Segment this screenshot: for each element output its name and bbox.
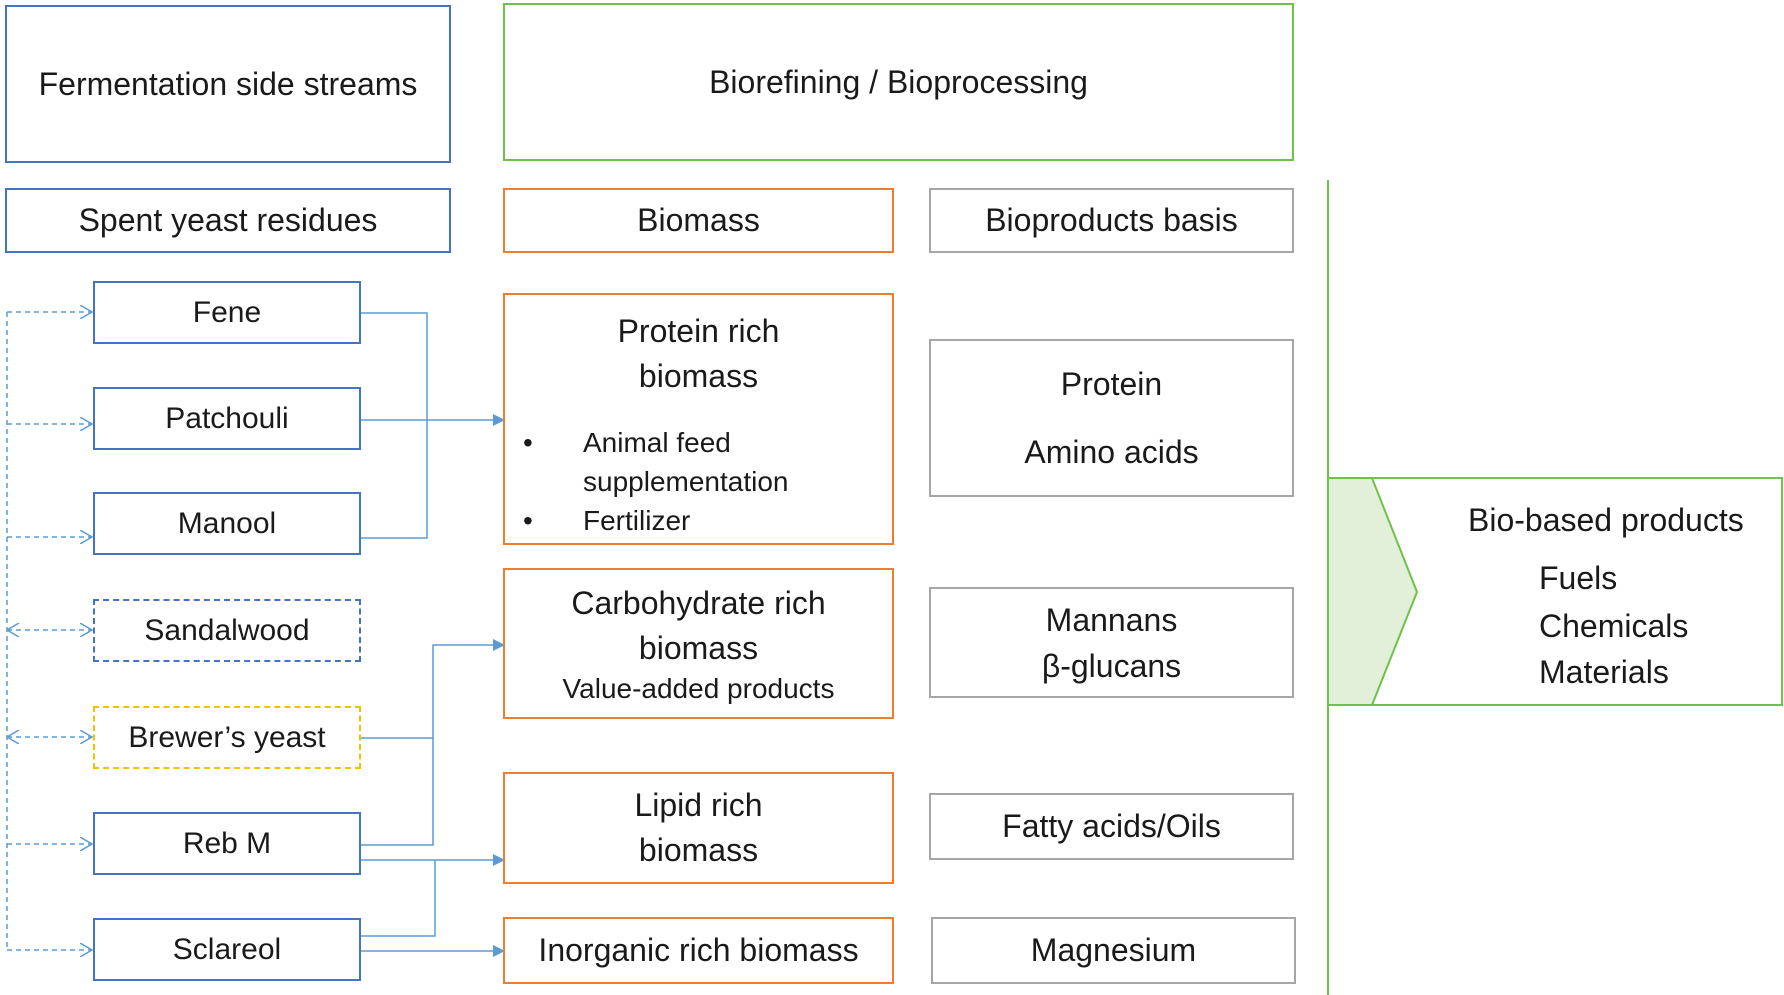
bullet-row-fertilizer: • Fertilizer: [505, 501, 892, 540]
header-biomass-label: Biomass: [637, 202, 760, 238]
biomass-inorganic: Inorganic rich biomass: [503, 917, 894, 984]
bullet-fertilizer: Fertilizer: [583, 505, 691, 536]
header-spent-yeast-label: Spent yeast residues: [78, 202, 378, 238]
source-sclareol: Sclareol: [93, 918, 361, 981]
header-bioproducts-label: Bioproducts basis: [985, 202, 1238, 238]
source-reb-m-label: Reb M: [182, 826, 272, 860]
header-bioproducts: Bioproducts basis: [929, 188, 1294, 253]
biomass-protein-title2: biomass: [638, 358, 759, 394]
output-box-border: [1372, 477, 1783, 706]
biomass-carb-line1: Carbohydrate rich: [571, 584, 826, 621]
connector-sclareol-lipid: [361, 860, 436, 937]
bullet-row-feed-cont: supplementation: [505, 462, 892, 501]
source-fene-label: Fene: [192, 295, 262, 329]
bioproduct-protein-line1: Protein: [1060, 366, 1163, 402]
source-manool-label: Manool: [177, 506, 277, 540]
bioproduct-inorganic: Magnesium: [931, 917, 1296, 984]
source-reb-m: Reb M: [93, 812, 361, 875]
biomass-carbohydrate: Carbohydrate rich biomass Value-added pr…: [503, 568, 894, 719]
source-brewers-yeast-label: Brewer’s yeast: [128, 720, 326, 754]
header-fermentation-label: Fermentation side streams: [38, 65, 418, 102]
connector-brewers-rebm: [361, 639, 505, 739]
bullet-row-feed: • Animal feed: [505, 423, 892, 462]
bioproduct-inorganic-label: Magnesium: [1030, 932, 1197, 968]
biomass-carb-line2: biomass: [638, 629, 759, 666]
output-arrow-shape: [1327, 477, 1419, 706]
header-spent-yeast: Spent yeast residues: [5, 188, 451, 253]
source-sandalwood: Sandalwood: [93, 599, 361, 662]
biomass-protein-bullets: • Animal feed supplementation • Fertiliz…: [505, 423, 892, 540]
bioproduct-carb-line1: Mannans: [1045, 601, 1178, 638]
source-patchouli: Patchouli: [93, 387, 361, 450]
source-patchouli-label: Patchouli: [165, 401, 289, 435]
source-brewers-yeast: Brewer’s yeast: [93, 706, 361, 769]
output-item-chemicals: Chemicals: [1539, 608, 1689, 644]
bioproduct-lipid: Fatty acids/Oils: [929, 793, 1294, 860]
biomass-lipid: Lipid rich biomass: [503, 772, 894, 884]
connector-fene-manool: [361, 312, 428, 539]
header-biomass: Biomass: [503, 188, 894, 253]
bullet-dot: •: [523, 505, 533, 536]
biomass-protein-title1: Protein rich: [617, 313, 780, 349]
biomass-carb-line3: Value-added products: [562, 672, 835, 704]
header-fermentation: Fermentation side streams: [5, 5, 451, 163]
header-biorefining-label: Biorefining / Bioprocessing: [709, 63, 1088, 100]
bioproduct-lipid-label: Fatty acids/Oils: [1002, 808, 1221, 844]
biomass-lipid-line2: biomass: [638, 832, 759, 868]
output-title: Bio-based products: [1468, 502, 1744, 538]
output-item-materials: Materials: [1539, 654, 1669, 690]
source-manool: Manool: [93, 492, 361, 555]
source-sclareol-label: Sclareol: [172, 932, 282, 966]
bullet-feed-line1: Animal feed: [583, 427, 731, 458]
bioproduct-carb-line2: β-glucans: [1041, 647, 1182, 684]
bullet-dot: •: [523, 427, 533, 458]
header-biorefining: Biorefining / Bioprocessing: [503, 3, 1294, 161]
source-sandalwood-label: Sandalwood: [144, 613, 310, 647]
bioproduct-protein-line2: Amino acids: [1024, 434, 1199, 470]
bioproduct-carbohydrate: Mannans β-glucans: [929, 587, 1294, 698]
output-item-fuels: Fuels: [1539, 560, 1618, 596]
connector-rebm-carb: [361, 738, 434, 846]
source-fene: Fene: [93, 281, 361, 344]
bullet-feed-line2: supplementation: [583, 466, 789, 497]
biomass-protein: Protein rich biomass • Animal feed suppl…: [503, 293, 894, 545]
biomass-inorganic-label: Inorganic rich biomass: [538, 932, 859, 968]
biomass-lipid-line1: Lipid rich: [634, 787, 763, 823]
bioproduct-protein: Protein Amino acids: [929, 339, 1294, 497]
